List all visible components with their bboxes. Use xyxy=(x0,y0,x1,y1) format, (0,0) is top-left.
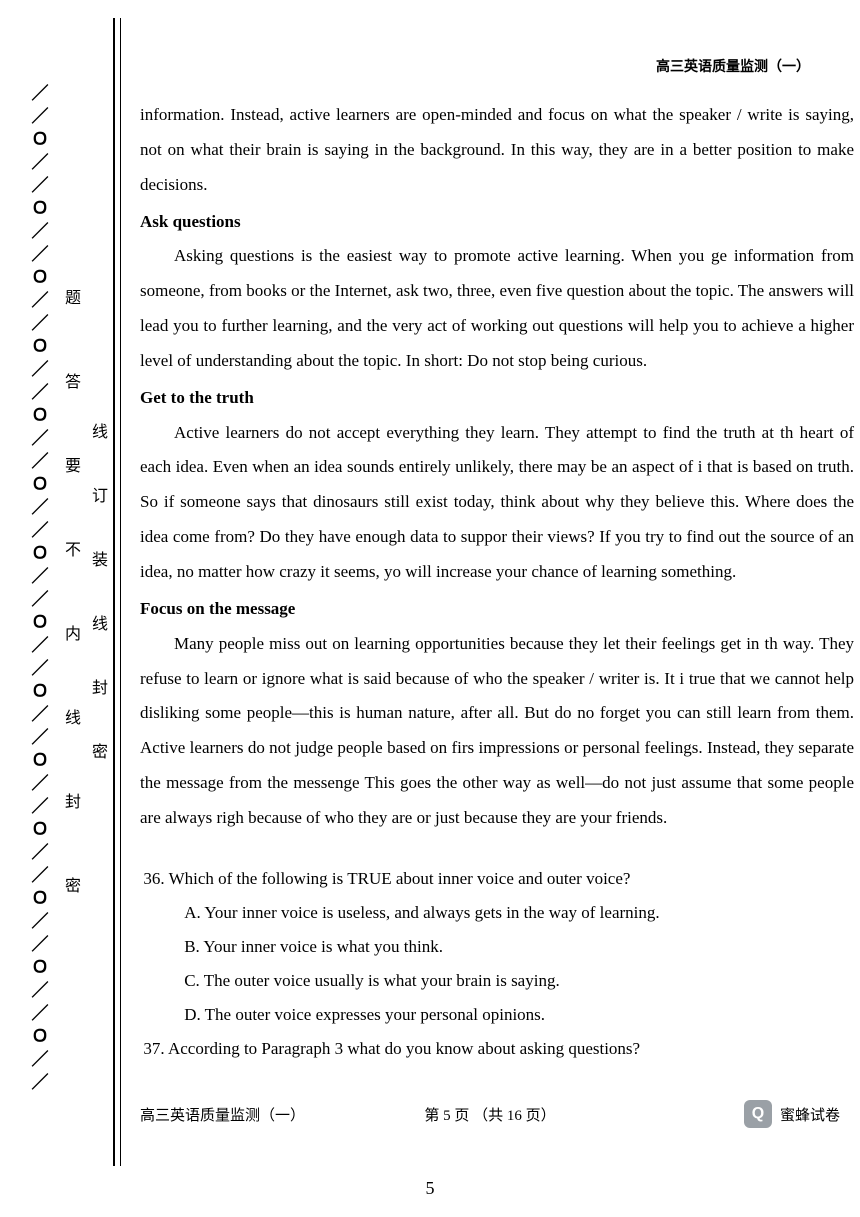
footer-page-info: 第 5 页 （共 16 页） xyxy=(424,1104,555,1125)
question-option: D. The outer voice expresses your person… xyxy=(140,998,854,1032)
paragraph: Asking questions is the easiest way to p… xyxy=(140,239,854,378)
vchar: 线 xyxy=(65,704,81,728)
brand-icon-glyph: Q xyxy=(752,1105,764,1123)
vchar: 题 xyxy=(65,284,81,308)
question-stem: 37. According to Paragraph 3 what do you… xyxy=(140,1032,854,1066)
paragraph: information. Instead, active learners ar… xyxy=(140,98,854,203)
question-option: B. Your inner voice is what you think. xyxy=(140,930,854,964)
vchar: 内 xyxy=(65,620,81,644)
margin-rule-thin xyxy=(120,18,121,1166)
vchar: 封 xyxy=(92,674,108,698)
question-stem: 36. Which of the following is TRUE about… xyxy=(140,862,854,896)
section-heading: Focus on the message xyxy=(140,592,854,627)
vchar: 密 xyxy=(92,738,108,762)
vchar: 封 xyxy=(65,788,81,812)
vchar: 要 xyxy=(65,452,81,476)
brand-text: 蜜蜂试卷 xyxy=(780,1104,840,1125)
questions-block: 36. Which of the following is TRUE about… xyxy=(140,862,854,1066)
bottom-page-number: 5 xyxy=(426,1178,435,1199)
page-header-title: 高三英语质量监测（一） xyxy=(656,56,810,76)
paragraph: Many people miss out on learning opportu… xyxy=(140,627,854,836)
paragraph: Active learners do not accept everything… xyxy=(140,416,854,590)
question-option: C. The outer voice usually is what your … xyxy=(140,964,854,998)
section-heading: Ask questions xyxy=(140,205,854,240)
section-heading: Get to the truth xyxy=(140,381,854,416)
footer-brand: Q 蜜蜂试卷 xyxy=(744,1100,840,1128)
binding-outer-label: 题 答 要 不 内 线 封 密 xyxy=(60,20,86,1160)
vchar: 不 xyxy=(65,536,81,560)
question-option: A. Your inner voice is useless, and alwa… xyxy=(140,896,854,930)
margin-rule-thick xyxy=(113,18,115,1166)
vchar: 密 xyxy=(65,872,81,896)
page-footer: 高三英语质量监测（一） 第 5 页 （共 16 页） Q 蜜蜂试卷 xyxy=(140,1100,840,1128)
footer-left-title: 高三英语质量监测（一） xyxy=(140,1104,305,1125)
vchar: 装 xyxy=(92,546,108,570)
binding-pattern-text: ／／Ｏ／／Ｏ／／Ｏ／／Ｏ／／Ｏ／／Ｏ／／Ｏ／／Ｏ／／Ｏ／／Ｏ／／Ｏ／／Ｏ／／Ｏ／… xyxy=(30,84,47,1096)
vchar: 线 xyxy=(92,418,108,442)
binding-inner-label: 线 订 装 线 封 密 xyxy=(88,20,112,1160)
brand-icon: Q xyxy=(744,1100,772,1128)
vchar: 答 xyxy=(65,368,81,392)
vchar: 订 xyxy=(92,482,108,506)
passage-content: information. Instead, active learners ar… xyxy=(140,98,854,1066)
vchar: 线 xyxy=(92,610,108,634)
binding-perforation-marks: ／／Ｏ／／Ｏ／／Ｏ／／Ｏ／／Ｏ／／Ｏ／／Ｏ／／Ｏ／／Ｏ／／Ｏ／／Ｏ／／Ｏ／／Ｏ／… xyxy=(28,20,48,1160)
